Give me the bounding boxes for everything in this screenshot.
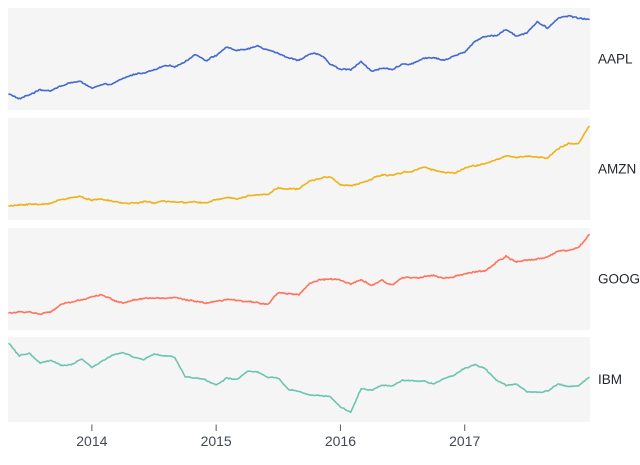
series-label-IBM: IBM [598,372,622,387]
series-label-AMZN: AMZN [598,162,636,177]
facet-panel-IBM [8,337,590,422]
x-tick-label-2014: 2014 [76,433,107,449]
line-AAPL [8,14,590,100]
line-GOOG [8,233,590,316]
line-AMZN [8,125,590,207]
facet-panel-AMZN [8,118,590,220]
series-label-GOOG: GOOG [598,272,640,287]
x-tick-label-2017: 2017 [449,433,480,449]
line-IBM [8,342,590,413]
series-label-AAPL: AAPL [598,52,633,67]
facet-panel-AAPL [8,8,590,110]
facet-panel-GOOG [8,228,590,330]
x-tick-label-2015: 2015 [201,433,232,449]
x-tick-label-2016: 2016 [325,433,356,449]
